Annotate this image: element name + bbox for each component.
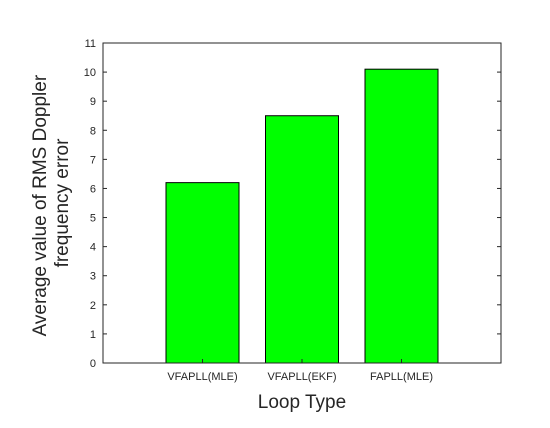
y-tick-label: 7 — [90, 154, 96, 166]
y-tick-label: 10 — [84, 67, 96, 79]
y-tick-label: 4 — [90, 242, 96, 254]
y-tick-label: 8 — [90, 125, 96, 137]
x-tick-label: VFAPLL(MLE) — [167, 371, 237, 383]
y-axis-title-line-2: frequency error — [52, 138, 73, 268]
bar-vfapll-ekf — [265, 115, 339, 364]
y-tick-label: 0 — [90, 358, 96, 370]
bar-fapll-mle — [364, 68, 439, 364]
y-tick-label: 3 — [90, 271, 96, 283]
y-tick-label: 11 — [85, 38, 96, 50]
x-tick-label: VFAPLL(EKF) — [267, 371, 336, 383]
y-tick-label: 1 — [90, 329, 96, 341]
y-axis-title: Average value of RMS Doppler frequency e… — [30, 70, 73, 337]
x-tick-label: FAPLL(MLE) — [370, 371, 433, 383]
bars-group — [165, 68, 439, 364]
y-ticks-group: 0 1 2 3 4 5 6 7 8 9 10 11 — [84, 38, 501, 370]
y-axis-title-line-1: Average value of RMS Doppler — [30, 74, 51, 336]
plot-area-frame — [102, 42, 502, 364]
y-tick-label: 2 — [90, 300, 96, 312]
y-tick-label: 5 — [90, 213, 96, 225]
bar-vfapll-mle — [165, 182, 240, 364]
y-tick-label: 6 — [90, 183, 96, 195]
x-axis-title: Loop Type — [258, 392, 346, 413]
y-tick-label: 9 — [90, 96, 96, 108]
x-ticks-group: VFAPLL(MLE) VFAPLL(EKF) FAPLL(MLE) — [167, 359, 433, 383]
